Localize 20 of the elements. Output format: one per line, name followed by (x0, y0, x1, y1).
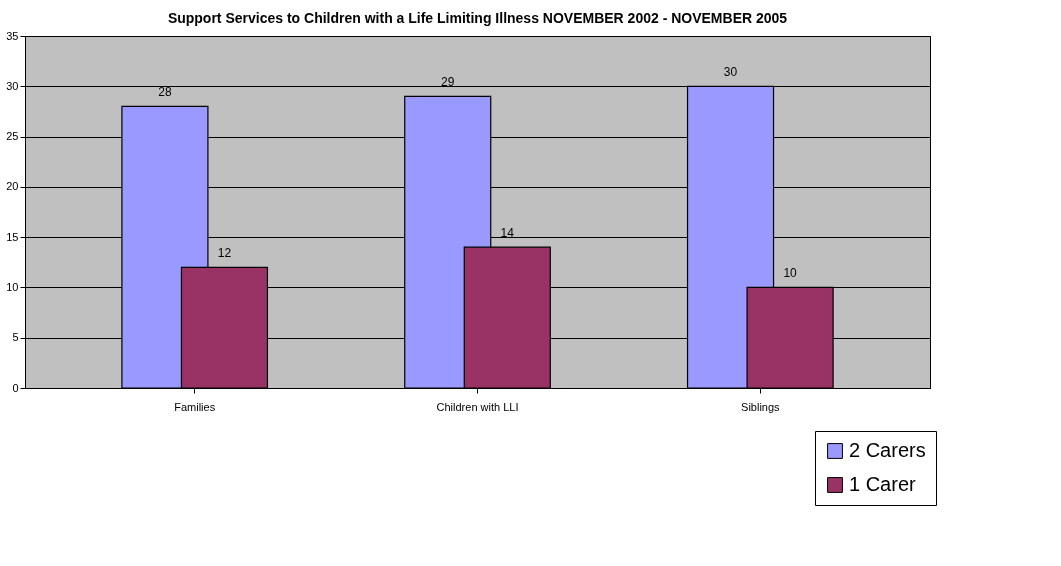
data-label: 10 (783, 266, 798, 281)
data-label: 14 (500, 226, 515, 241)
x-tick-label: Siblings (741, 400, 781, 413)
legend-label: 2 Carers (849, 439, 926, 461)
data-label: 12 (217, 246, 232, 261)
y-tick-label: 10 (6, 280, 19, 293)
y-tick-label: 25 (6, 130, 19, 143)
data-label: 28 (158, 85, 172, 100)
chart-title: Support Services to Children with a Life Limiting Illness NOVEMBER 2002 - NOVEMBER 2005 (167, 10, 788, 26)
x-tick-label: Children with LLI (436, 400, 519, 413)
y-tick-label: 5 (12, 331, 19, 344)
data-label: 29 (441, 75, 455, 90)
x-tick-label: Families (174, 400, 216, 413)
y-tick-label: 15 (6, 230, 19, 243)
legend-label: 1 Carer (849, 473, 917, 495)
y-tick-label: 30 (6, 79, 19, 92)
data-label: 30 (723, 65, 738, 80)
y-tick-label: 35 (6, 29, 19, 42)
y-tick-label: 0 (12, 381, 19, 394)
y-tick-label: 20 (6, 180, 19, 193)
